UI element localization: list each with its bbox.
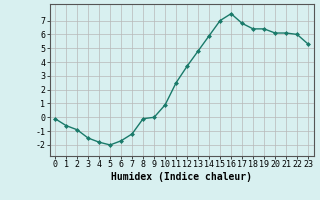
X-axis label: Humidex (Indice chaleur): Humidex (Indice chaleur) xyxy=(111,172,252,182)
